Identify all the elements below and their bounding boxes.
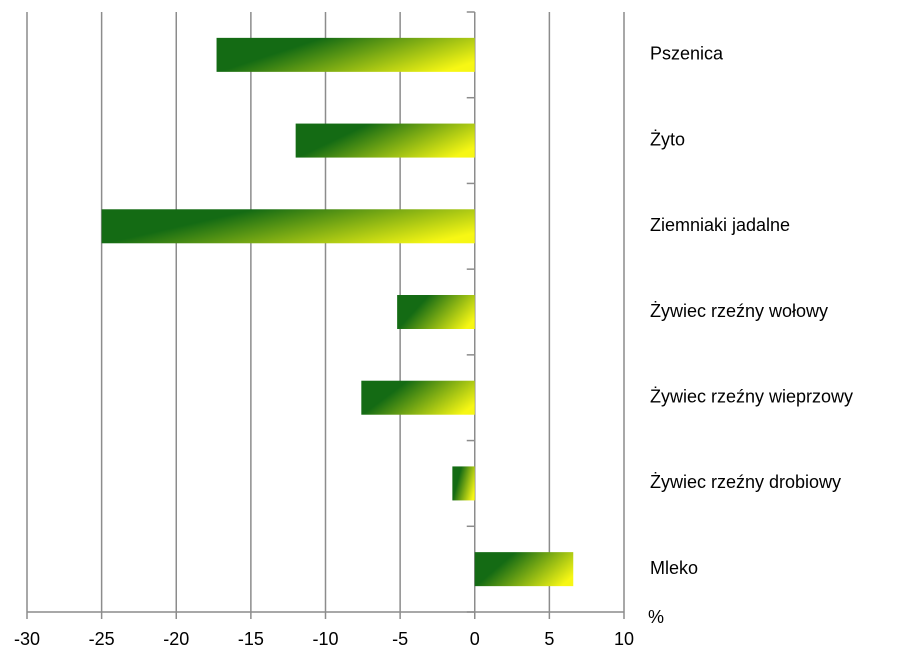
x-tick-label: 0 <box>470 629 480 649</box>
x-tick-label: -15 <box>238 629 264 649</box>
bar <box>101 209 475 244</box>
x-tick-label: -30 <box>14 629 40 649</box>
bar <box>397 295 475 329</box>
bar <box>452 466 475 501</box>
y-tick-label: Pszenica <box>650 44 724 64</box>
x-tick-label: -25 <box>89 629 115 649</box>
bar <box>361 380 475 415</box>
x-tick-label: 5 <box>544 629 554 649</box>
x-axis-label: % <box>648 607 664 627</box>
y-tick-label: Mleko <box>650 558 698 578</box>
y-tick-label: Żywiec rzeźny drobiowy <box>650 472 841 492</box>
y-tick-label: Żywiec rzeźny wieprzowy <box>650 386 853 406</box>
x-tick-label: 10 <box>614 629 634 649</box>
bar <box>474 552 574 587</box>
x-tick-label: -20 <box>163 629 189 649</box>
bar <box>216 37 475 72</box>
x-tick-label: -5 <box>392 629 408 649</box>
y-tick-label: Żyto <box>650 129 685 149</box>
bar <box>295 123 475 158</box>
x-tick-label: -10 <box>312 629 338 649</box>
y-tick-label: Ziemniaki jadalne <box>650 215 790 235</box>
y-tick-label: Żywiec rzeźny wołowy <box>650 301 828 321</box>
